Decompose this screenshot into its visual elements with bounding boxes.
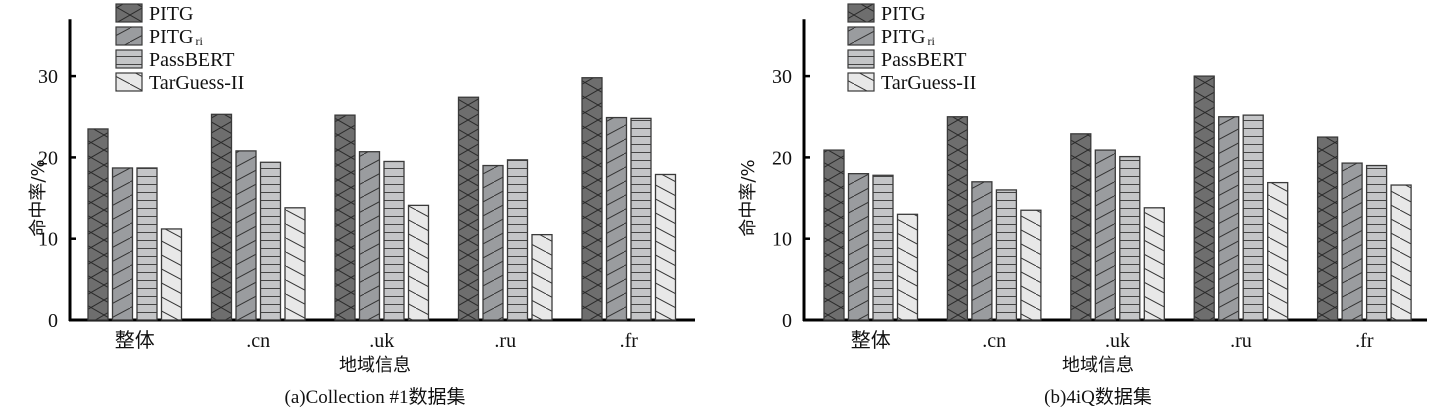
bar-pitg-ri-3 xyxy=(482,164,504,321)
y-tick-label: 10 xyxy=(38,229,58,251)
y-tick-label: 0 xyxy=(782,310,792,332)
y-tick-label: 20 xyxy=(772,147,792,169)
bar-targuess-ii-3 xyxy=(1267,181,1289,321)
legend-swatch-pitg-ri xyxy=(115,26,143,46)
bar-pitg-3 xyxy=(457,96,480,321)
bar-passbert-1 xyxy=(259,161,282,321)
x-tick-label: .uk xyxy=(369,330,394,352)
bar-pitg-ri-2 xyxy=(1094,149,1116,321)
y-tick-label: 10 xyxy=(772,229,792,251)
y-tick-label: 30 xyxy=(772,66,792,88)
bar-passbert-3 xyxy=(1242,114,1264,321)
bar-passbert-4 xyxy=(1365,164,1388,321)
bar-pitg-1 xyxy=(210,113,233,321)
bar-targuess-ii-4 xyxy=(654,173,677,321)
legend-label-targuess-ii: TarGuess-II xyxy=(149,72,244,94)
legend-swatch-targuess-ii xyxy=(847,72,875,92)
x-axis-title: 地域信息 xyxy=(339,355,411,376)
chart-caption: (a)Collection #1数据集 xyxy=(285,386,466,408)
bar-targuess-ii-2 xyxy=(407,204,430,321)
bar-pitg-ri-0 xyxy=(111,167,134,321)
bar-pitg-2 xyxy=(334,114,356,321)
legend-swatch-pitg xyxy=(847,3,875,23)
bar-passbert-4 xyxy=(630,117,652,321)
x-axis-title: 地域信息 xyxy=(1062,355,1134,376)
bar-pitg-ri-2 xyxy=(358,151,381,321)
chart-caption: (b)4iQ数据集 xyxy=(1044,386,1152,408)
y-axis-title: 命中率/% xyxy=(738,159,759,236)
bar-targuess-ii-1 xyxy=(1020,209,1042,321)
bar-pitg-ri-0 xyxy=(847,173,870,321)
bar-passbert-3 xyxy=(506,159,529,321)
bar-targuess-ii-4 xyxy=(1390,184,1412,321)
legend-label-subscript: ri xyxy=(927,34,935,48)
legend-label-passbert: PassBERT xyxy=(149,49,234,71)
bar-pitg-4 xyxy=(1316,136,1339,321)
bar-pitg-ri-4 xyxy=(605,116,628,321)
legend-label-passbert: PassBERT xyxy=(881,49,966,71)
bar-pitg-ri-3 xyxy=(1218,116,1240,321)
x-tick-label: .fr xyxy=(1355,330,1374,352)
legend-label-targuess-ii: TarGuess-II xyxy=(881,72,976,94)
legend-label-pitg-ri: PITG xyxy=(881,26,925,48)
bar-pitg-0 xyxy=(87,128,109,321)
y-tick-label: 30 xyxy=(38,66,58,88)
x-tick-label: .ru xyxy=(494,330,516,352)
bar-pitg-ri-1 xyxy=(235,150,257,321)
bar-pitg-2 xyxy=(1070,133,1092,321)
bar-passbert-2 xyxy=(1119,155,1141,321)
x-tick-label: .uk xyxy=(1105,330,1130,352)
x-tick-label: .ru xyxy=(1230,330,1252,352)
legend-swatch-pitg-ri xyxy=(847,26,875,46)
bar-passbert-0 xyxy=(136,167,158,321)
legend-swatch-pitg xyxy=(115,3,143,23)
bar-pitg-4 xyxy=(581,77,603,321)
bar-targuess-ii-0 xyxy=(160,228,183,321)
legend-label-pitg: PITG xyxy=(881,3,925,25)
x-tick-label: .cn xyxy=(982,330,1006,352)
bar-pitg-3 xyxy=(1193,75,1215,321)
bar-targuess-ii-2 xyxy=(1143,207,1165,321)
bar-passbert-0 xyxy=(872,174,894,321)
bar-targuess-ii-3 xyxy=(531,233,553,321)
y-tick-label: 20 xyxy=(38,147,58,169)
bar-pitg-ri-4 xyxy=(1341,162,1363,321)
bar-passbert-1 xyxy=(995,189,1018,321)
legend-swatch-passbert xyxy=(115,49,143,69)
x-tick-label: 整体 xyxy=(115,329,155,352)
bar-pitg-1 xyxy=(946,116,969,321)
bars xyxy=(87,77,677,321)
y-axis-title: 命中率/% xyxy=(28,159,49,236)
legend-label-subscript: ri xyxy=(195,34,203,48)
bar-targuess-ii-0 xyxy=(896,213,919,321)
legend-swatch-targuess-ii xyxy=(115,72,143,92)
legend-label-pitg: PITG xyxy=(149,3,193,25)
legend-swatch-passbert xyxy=(847,49,875,69)
bars xyxy=(823,75,1412,321)
bar-pitg-ri-1 xyxy=(971,181,993,321)
y-tick-label: 0 xyxy=(48,310,58,332)
bar-pitg-0 xyxy=(823,149,845,321)
bar-passbert-2 xyxy=(383,160,405,321)
x-tick-label: .fr xyxy=(620,330,639,352)
x-tick-label: .cn xyxy=(246,330,270,352)
legend-label-pitg-ri: PITG xyxy=(149,26,193,48)
x-tick-label: 整体 xyxy=(851,329,891,352)
bar-targuess-ii-1 xyxy=(284,207,306,321)
